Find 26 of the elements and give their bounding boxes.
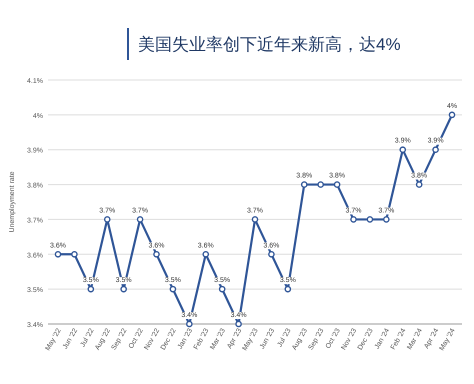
point <box>186 320 193 328</box>
point <box>136 216 144 223</box>
point <box>120 286 127 292</box>
point <box>366 216 374 223</box>
point <box>104 216 111 223</box>
point <box>284 286 292 292</box>
point <box>268 250 275 258</box>
point <box>218 286 226 292</box>
point <box>202 250 210 258</box>
point <box>350 216 357 223</box>
point <box>383 216 390 223</box>
point <box>153 250 160 258</box>
point <box>235 320 242 328</box>
point <box>432 146 439 154</box>
point <box>88 286 94 292</box>
point <box>54 250 62 258</box>
point <box>448 112 456 118</box>
point <box>399 146 406 154</box>
point <box>416 181 422 188</box>
point <box>317 181 324 188</box>
chart-title: 美国失业率创下近年来新高，达4% <box>138 35 401 54</box>
point <box>300 181 308 188</box>
point <box>170 286 176 292</box>
point <box>252 216 258 223</box>
point <box>71 250 78 258</box>
point <box>334 181 340 188</box>
